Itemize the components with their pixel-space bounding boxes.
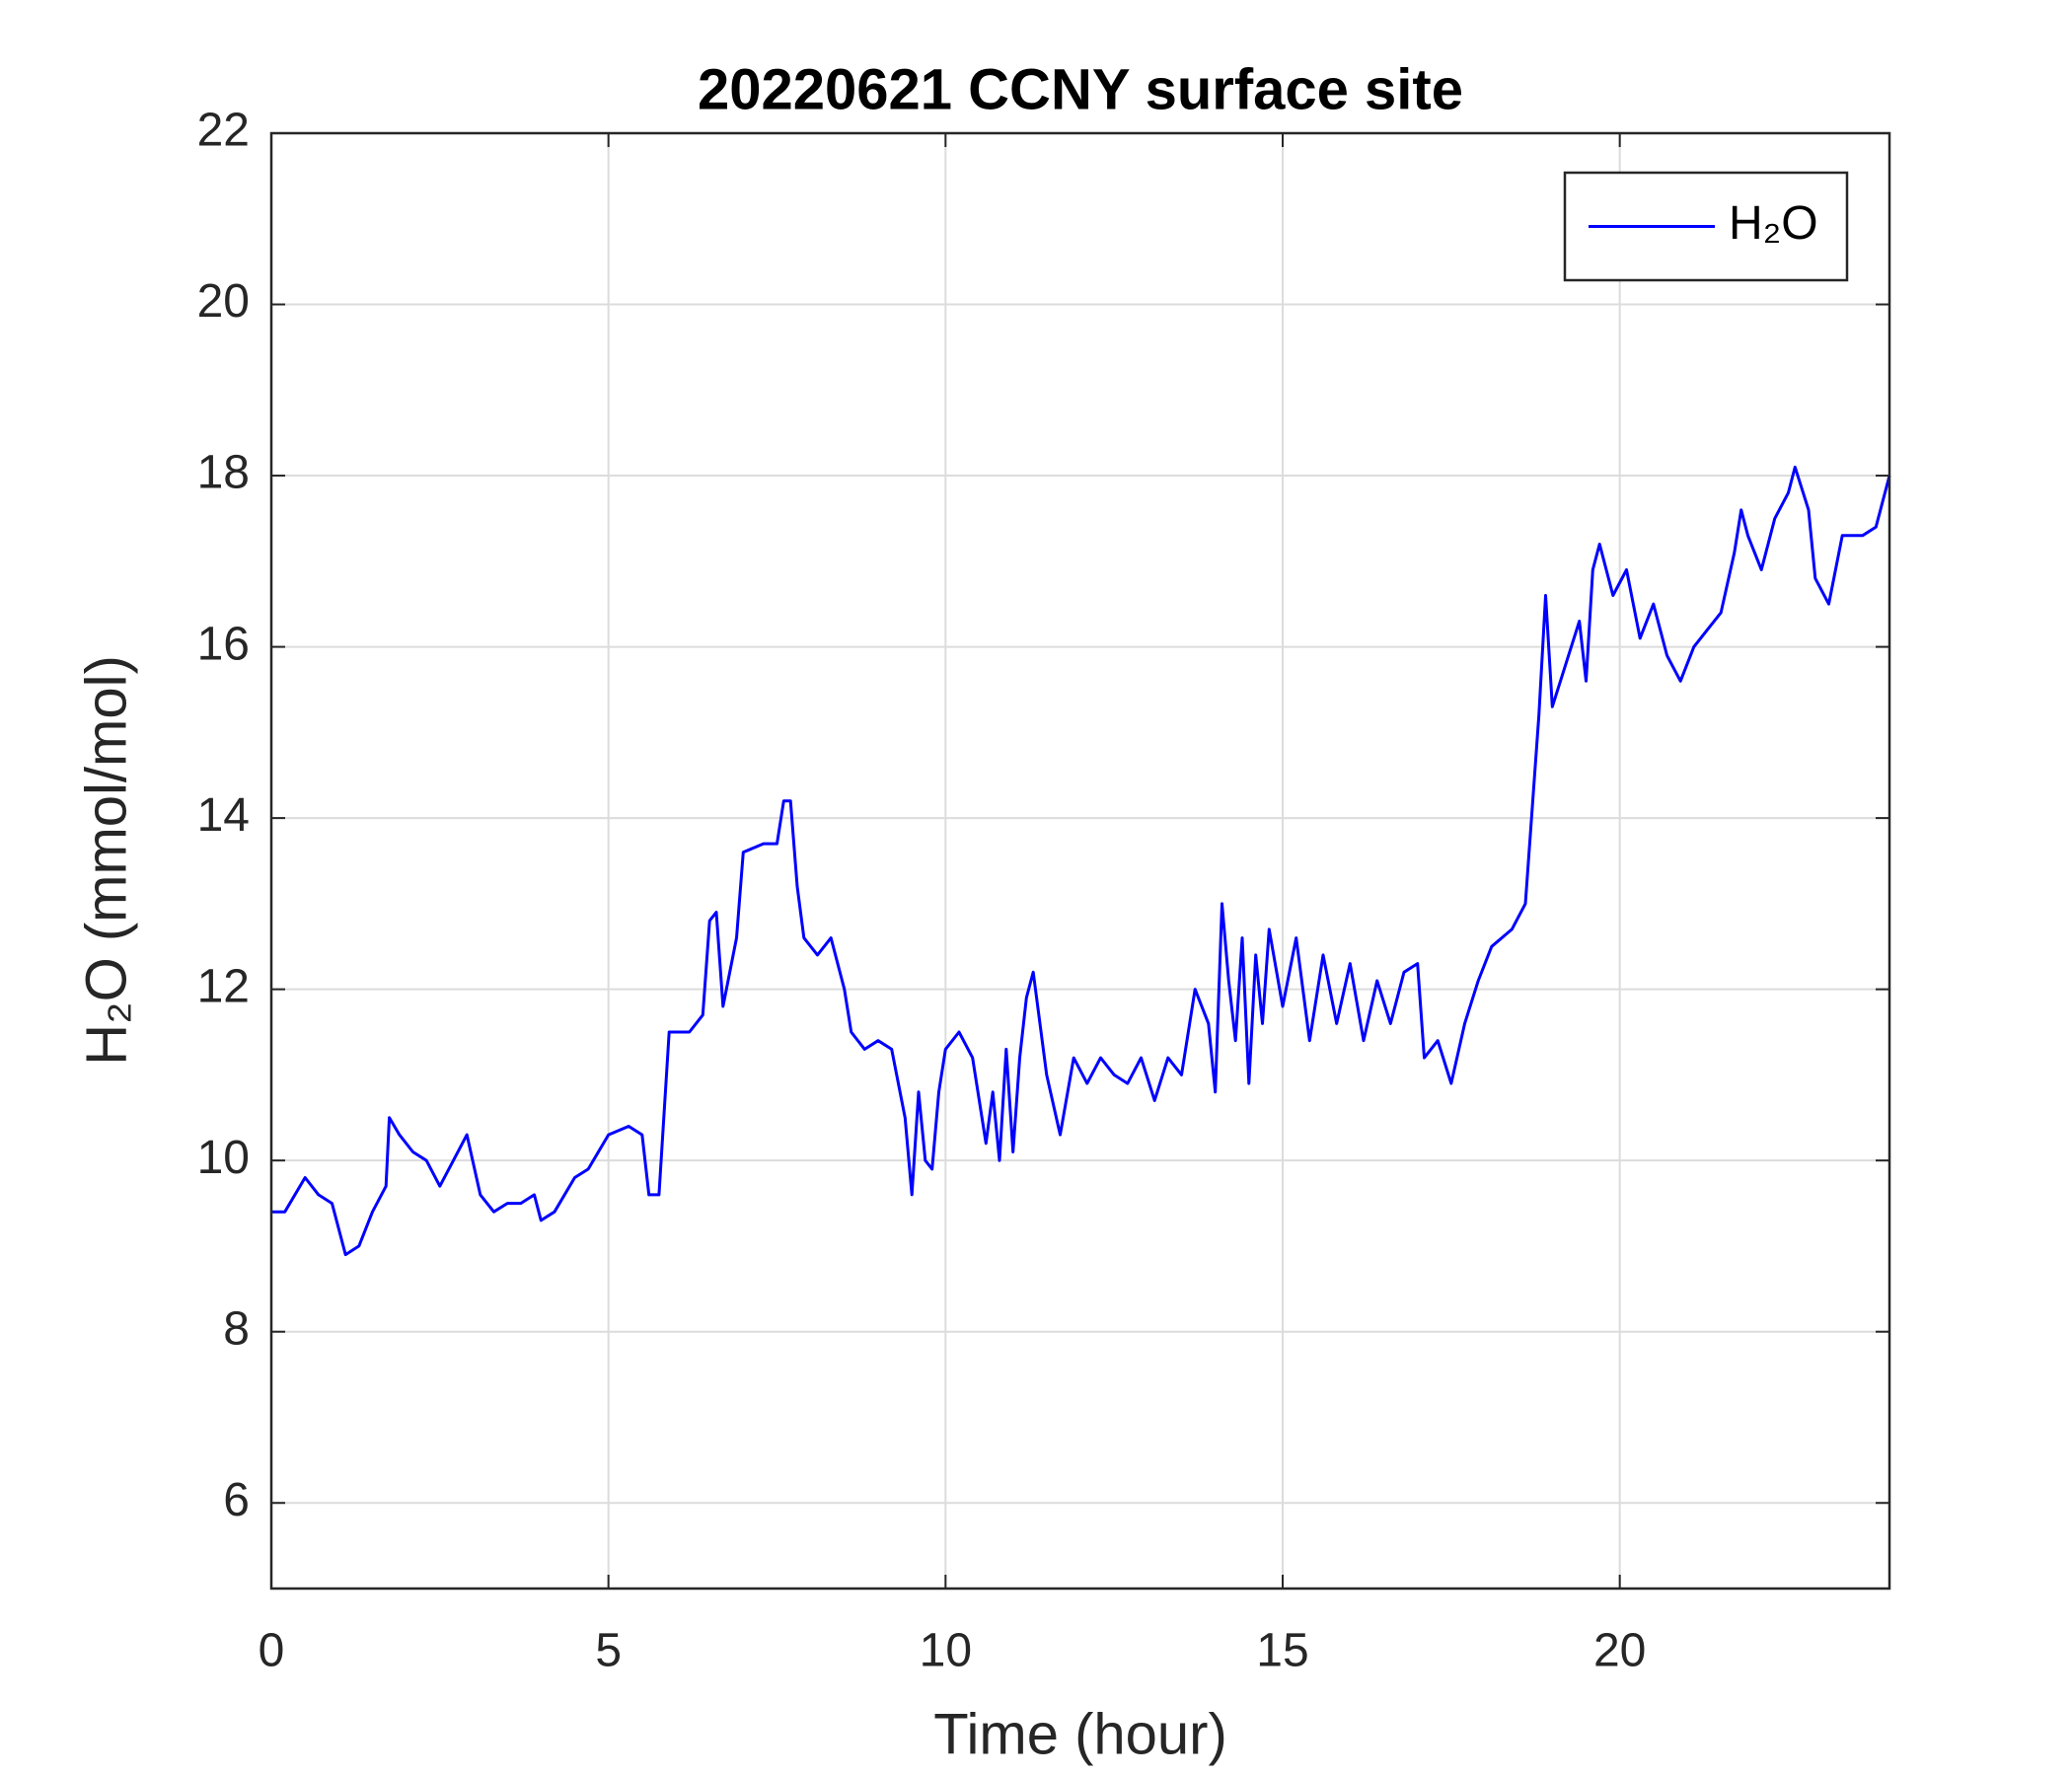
- plot-frame: [269, 131, 1891, 1591]
- x-tick-label: 20: [1593, 1625, 1646, 1677]
- x-axis-label: Time (hour): [933, 1702, 1227, 1766]
- chart-title: 20220621 CCNY surface site: [698, 57, 1463, 121]
- legend-label: H₂O: [1729, 197, 1818, 250]
- x-tick-label: 0: [259, 1625, 285, 1677]
- y-tick-label: 6: [223, 1474, 250, 1526]
- x-tick-label: 5: [595, 1625, 622, 1677]
- y-tick-label: 12: [197, 960, 250, 1012]
- x-tick-label: 15: [1256, 1625, 1308, 1677]
- y-tick-label: 20: [197, 275, 250, 328]
- y-tick-label: 14: [197, 789, 250, 842]
- y-tick-label: 22: [197, 105, 250, 157]
- y-tick-label: 16: [197, 618, 250, 670]
- x-tick-label: 10: [920, 1625, 972, 1677]
- data-line: [271, 465, 1891, 1257]
- y-tick-label: 18: [197, 447, 250, 499]
- y-tick-label: 10: [197, 1132, 250, 1184]
- y-tick-label: 8: [223, 1302, 250, 1355]
- y-axis-label: H₂O (mmol/mol): [74, 655, 138, 1066]
